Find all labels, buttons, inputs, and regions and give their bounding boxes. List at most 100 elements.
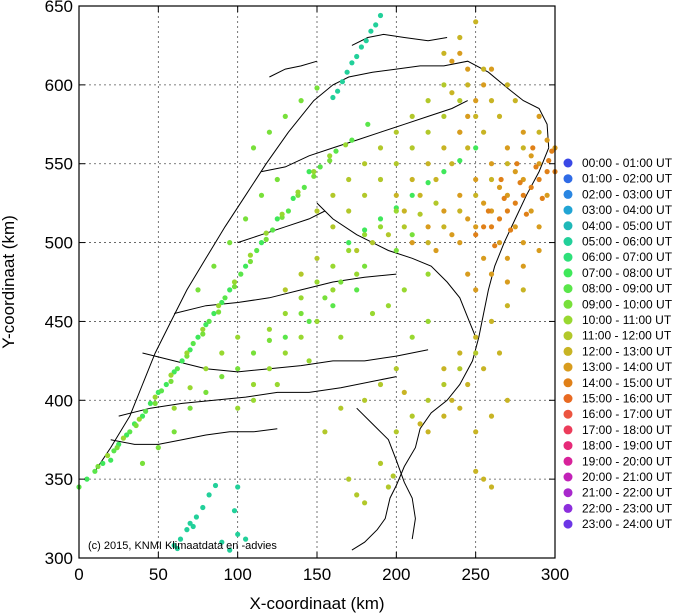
lightning-point bbox=[235, 334, 241, 340]
lightning-point bbox=[457, 208, 463, 214]
lightning-point bbox=[390, 473, 396, 479]
lightning-point bbox=[473, 98, 479, 104]
legend-marker bbox=[563, 362, 573, 372]
lightning-point bbox=[231, 279, 238, 285]
lightning-point bbox=[409, 145, 415, 151]
lightning-point bbox=[349, 60, 355, 66]
lightning-point bbox=[187, 347, 193, 353]
legend-marker bbox=[563, 488, 573, 498]
lightning-point bbox=[465, 82, 471, 88]
lightning-point bbox=[385, 232, 391, 238]
lightning-point bbox=[274, 381, 280, 388]
legend-marker bbox=[563, 268, 573, 278]
lightning-point bbox=[290, 195, 296, 201]
lightning-point bbox=[133, 422, 139, 429]
lightning-point bbox=[187, 405, 193, 411]
lightning-point bbox=[549, 148, 555, 154]
lightning-point bbox=[401, 224, 407, 230]
legend-marker bbox=[563, 315, 573, 325]
legend-label: 23:00 - 24:00 UT bbox=[582, 517, 673, 531]
lightning-point bbox=[250, 350, 257, 356]
lightning-point bbox=[254, 247, 260, 254]
lightning-point bbox=[473, 192, 479, 198]
lightning-point bbox=[306, 358, 312, 364]
lightning-point bbox=[346, 247, 352, 254]
lightning-point bbox=[457, 366, 463, 372]
lightning-point bbox=[139, 460, 146, 466]
lightning-point bbox=[457, 158, 463, 164]
lightning-point bbox=[512, 200, 518, 206]
lightning-point bbox=[520, 192, 526, 198]
lightning-point bbox=[333, 148, 339, 154]
lightning-point bbox=[393, 247, 399, 254]
lightning-point bbox=[338, 334, 344, 340]
lightning-point bbox=[195, 334, 201, 340]
lightning-point bbox=[343, 142, 349, 148]
lightning-point bbox=[544, 192, 550, 198]
map-outline bbox=[94, 33, 550, 551]
lightning-point bbox=[231, 284, 238, 290]
lightning-point bbox=[441, 145, 447, 151]
border-line bbox=[142, 349, 429, 373]
legend-label: 14:00 - 15:00 UT bbox=[582, 376, 673, 390]
lightning-point bbox=[92, 468, 98, 474]
lightning-point bbox=[368, 28, 374, 34]
border-line bbox=[356, 407, 416, 540]
legend-label: 10:00 - 11:00 UT bbox=[582, 313, 672, 327]
y-tick-label: 350 bbox=[45, 470, 73, 489]
lightning-point bbox=[504, 279, 510, 285]
lightning-point bbox=[362, 227, 368, 233]
lightning-point bbox=[282, 310, 288, 317]
legend-marker bbox=[563, 409, 573, 419]
lightning-point bbox=[425, 240, 431, 246]
lightning-point bbox=[314, 255, 320, 261]
lightning-point bbox=[219, 374, 225, 380]
legend-label: 05:00 - 06:00 UT bbox=[582, 235, 673, 249]
lightning-point bbox=[282, 287, 288, 293]
lightning-point bbox=[111, 448, 117, 454]
lightning-point bbox=[327, 153, 333, 159]
lightning-point bbox=[369, 240, 376, 246]
lightning-point bbox=[203, 322, 209, 328]
lightning-point bbox=[393, 429, 399, 435]
lightning-point bbox=[206, 318, 212, 324]
lightning-point bbox=[473, 19, 479, 25]
lightning-point bbox=[457, 405, 463, 411]
lightning-point bbox=[206, 492, 212, 498]
lightning-point bbox=[327, 158, 333, 164]
lightning-point bbox=[362, 161, 368, 167]
lightning-point bbox=[528, 208, 534, 214]
lightning-point bbox=[335, 88, 341, 94]
lightning-point bbox=[349, 137, 355, 143]
border-line bbox=[110, 428, 278, 445]
lightning-point bbox=[171, 369, 177, 375]
lightning-point bbox=[504, 192, 510, 198]
legend-marker bbox=[563, 394, 573, 403]
lightning-point bbox=[250, 145, 257, 151]
lightning-point bbox=[481, 82, 487, 88]
lightning-point bbox=[473, 334, 479, 340]
lightning-point bbox=[473, 145, 479, 151]
lightning-point bbox=[270, 227, 276, 233]
lightning-point bbox=[401, 389, 407, 395]
lightning-point bbox=[425, 161, 431, 167]
lightning-point bbox=[465, 216, 471, 222]
legend-label: 21:00 - 22:00 UT bbox=[582, 486, 673, 500]
lightning-point bbox=[536, 129, 542, 135]
x-tick-label: 150 bbox=[303, 565, 331, 584]
x-tick-label: 200 bbox=[382, 565, 410, 584]
lightning-point bbox=[235, 484, 241, 490]
border-line bbox=[269, 60, 318, 78]
lightning-point bbox=[409, 113, 415, 119]
lightning-point bbox=[417, 192, 423, 198]
legend-label: 12:00 - 13:00 UT bbox=[582, 344, 673, 358]
lightning-point bbox=[377, 12, 384, 19]
lightning-point bbox=[473, 350, 479, 356]
lightning-point bbox=[533, 164, 539, 170]
lightning-point bbox=[485, 208, 491, 214]
lightning-point bbox=[243, 263, 249, 269]
lightning-point bbox=[263, 230, 269, 236]
lightning-point bbox=[311, 169, 317, 175]
legend-marker bbox=[563, 472, 573, 482]
